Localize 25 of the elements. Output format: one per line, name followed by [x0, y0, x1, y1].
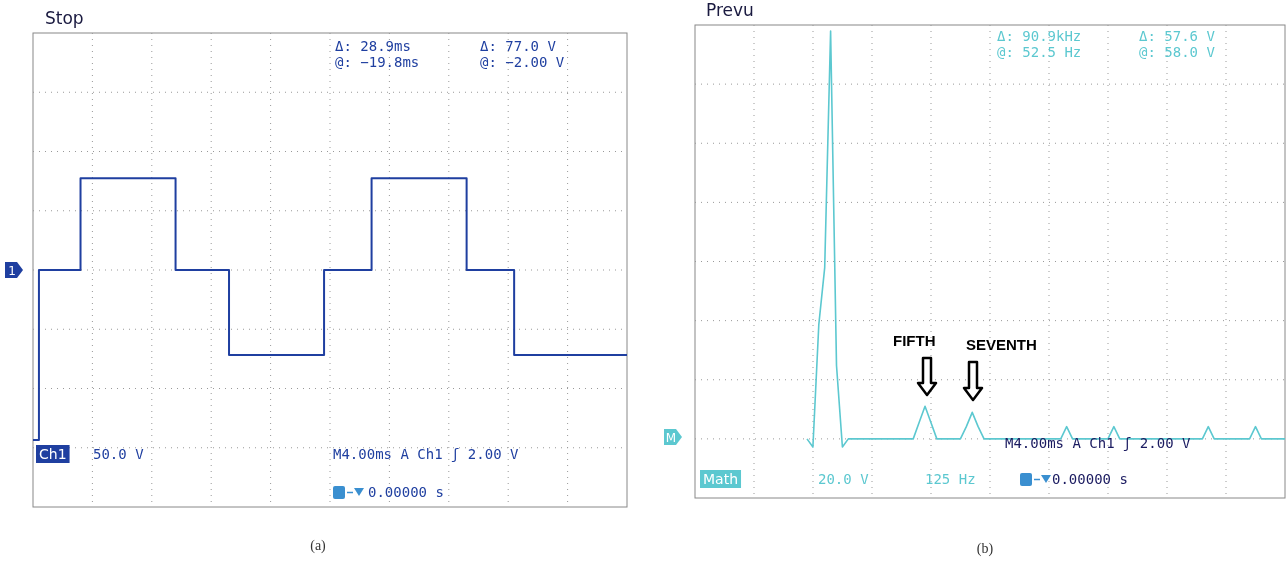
text: (b) [976, 541, 994, 557]
text: @: −19.8ms [335, 54, 420, 70]
text: M4.00ms A Ch1 ʃ 2.00 V [333, 446, 519, 462]
text: @: −2.00 V [480, 54, 565, 70]
text: 20.0 V [818, 471, 870, 487]
annotation: Δ: 57.6 V [1139, 28, 1216, 44]
text: 1 [8, 264, 16, 278]
annotation: SEVENTH [966, 336, 1037, 353]
text: Ch1 [39, 446, 67, 462]
text: 0.00000 s [368, 484, 444, 500]
text: M [665, 431, 677, 445]
annotation: M4.00ms A Ch1 ʃ 2.00 V [1005, 435, 1191, 451]
text: Δ: 77.0 V [480, 38, 557, 54]
annotation: Δ: 90.9kHz [997, 28, 1082, 44]
chart-title: Stop [45, 8, 84, 28]
text: (a) [310, 538, 327, 554]
annotation: @: 52.5 Hz [997, 44, 1082, 60]
text: Δ: 28.9ms [335, 38, 411, 54]
text: 0.00000 s [1052, 471, 1128, 487]
text: 125 Hz [925, 471, 976, 487]
text: 50.0 V [93, 446, 145, 462]
annotation: @: 58.0 V [1139, 44, 1216, 60]
chart-title: Prevu [706, 0, 754, 20]
annotation: FIFTH [893, 332, 936, 349]
text: Math [703, 471, 739, 487]
